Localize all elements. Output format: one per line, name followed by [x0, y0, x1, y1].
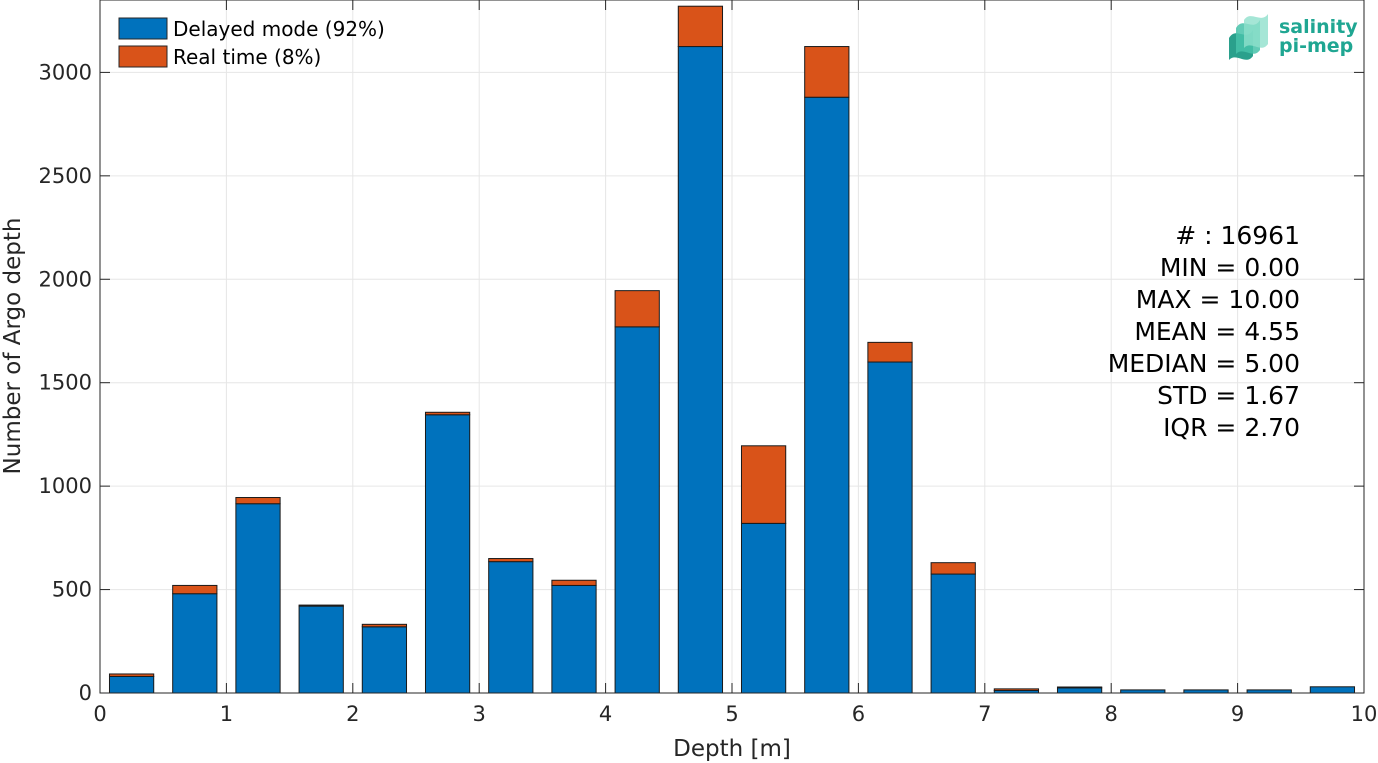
bar-delayed-mode	[298, 605, 344, 694]
bar-real-time	[298, 604, 344, 607]
x-tick-label: 5	[725, 702, 738, 726]
logo-text-salinity: salinity	[1279, 16, 1358, 38]
bar-delayed-mode	[677, 46, 724, 694]
stats-line: # : 16961	[1175, 221, 1300, 250]
bar-real-time	[488, 558, 534, 563]
stats-line: STD = 1.67	[1157, 381, 1300, 410]
bar-delayed-mode	[361, 626, 408, 694]
bar-delayed-mode	[551, 584, 597, 694]
bar-delayed-mode	[235, 503, 281, 694]
x-tick-label: 4	[599, 702, 612, 726]
bar-delayed-mode	[488, 561, 534, 694]
bar-delayed-mode	[1056, 687, 1103, 694]
stats-line: MIN = 0.00	[1160, 253, 1300, 282]
legend-swatch-realtime	[118, 45, 168, 68]
statistics-annotation: # : 16961 MIN = 0.00 MAX = 10.00 MEAN = 4.5…	[1108, 221, 1300, 442]
bar-delayed-mode	[867, 361, 913, 694]
x-axis-label: Depth [m]	[673, 736, 791, 762]
bar-real-time	[424, 411, 471, 416]
y-tick-label: 1000	[39, 474, 92, 498]
x-tick-label: 2	[346, 702, 359, 726]
bar-delayed-mode	[740, 522, 787, 694]
bar-delayed-mode	[172, 593, 218, 694]
legend-label-realtime: Real time (8%)	[173, 45, 321, 69]
bar-delayed-mode	[108, 675, 155, 694]
bar-real-time	[804, 46, 850, 98]
bar-delayed-mode	[424, 414, 471, 694]
bar-real-time	[551, 579, 597, 586]
legend: Delayed mode (92%) Real time (8%)	[118, 17, 385, 69]
x-tick-label: 7	[978, 702, 991, 726]
bar-real-time	[740, 445, 787, 524]
bar-real-time	[993, 688, 1040, 692]
bar-real-time	[930, 562, 976, 575]
bar-real-time	[172, 584, 218, 595]
x-tick-label: 1	[220, 702, 233, 726]
y-tick-label: 1500	[39, 371, 92, 395]
bar-real-time	[235, 497, 281, 505]
bar-real-time	[108, 673, 155, 677]
bar-real-time	[867, 341, 913, 363]
legend-swatch-delayed	[118, 17, 168, 40]
x-tick-label: 3	[473, 702, 486, 726]
wave-icon	[1229, 14, 1268, 60]
bar-real-time	[1056, 686, 1103, 689]
x-tick-label: 8	[1105, 702, 1118, 726]
bars	[108, 5, 1356, 694]
y-tick-label: 2000	[39, 267, 92, 291]
bar-delayed-mode	[930, 573, 976, 694]
axis-ticks: 0 1 2 3 4 5 6 7 8 9 10 0 500 1000 1500 2000 2500 3000	[39, 0, 1378, 726]
logo-text-pimep: pi-mep	[1279, 35, 1353, 57]
y-axis-label: Number of Argo depth	[0, 218, 26, 475]
bar-real-time	[614, 290, 660, 328]
stats-line: MEDIAN = 5.00	[1108, 349, 1300, 378]
stats-line: MEAN = 4.55	[1134, 317, 1300, 346]
x-tick-label: 9	[1231, 702, 1244, 726]
bar-delayed-mode	[1309, 686, 1356, 694]
x-tick-label: 6	[852, 702, 865, 726]
legend-label-delayed: Delayed mode (92%)	[173, 17, 385, 41]
salinity-pimep-logo: salinity pi-mep	[1229, 14, 1358, 60]
bar-delayed-mode	[804, 96, 850, 694]
x-tick-label: 10	[1351, 702, 1378, 726]
y-tick-label: 0	[79, 681, 92, 705]
stats-line: MAX = 10.00	[1136, 285, 1300, 314]
y-tick-label: 3000	[39, 60, 92, 84]
bar-real-time	[361, 623, 408, 628]
x-tick-label: 0	[93, 702, 106, 726]
stats-line: IQR = 2.70	[1163, 413, 1300, 442]
y-tick-label: 500	[52, 578, 92, 602]
bar-delayed-mode	[614, 326, 660, 694]
bar-real-time	[677, 5, 724, 48]
y-tick-label: 2500	[39, 164, 92, 188]
